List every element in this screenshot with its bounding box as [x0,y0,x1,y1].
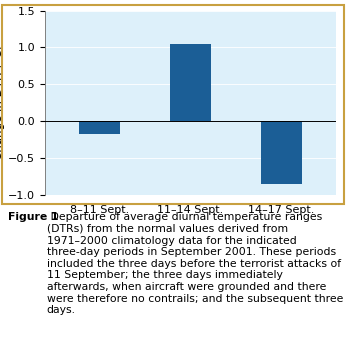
Text: Figure 1: Figure 1 [8,212,58,222]
Bar [170,44,211,121]
Bar [79,121,120,134]
Text: Departure of average diurnal temperature ranges (DTRs) from the normal values de: Departure of average diurnal temperature… [47,212,343,315]
Bar [261,121,302,184]
Y-axis label: Change in DTR (°C): Change in DTR (°C) [0,45,6,160]
